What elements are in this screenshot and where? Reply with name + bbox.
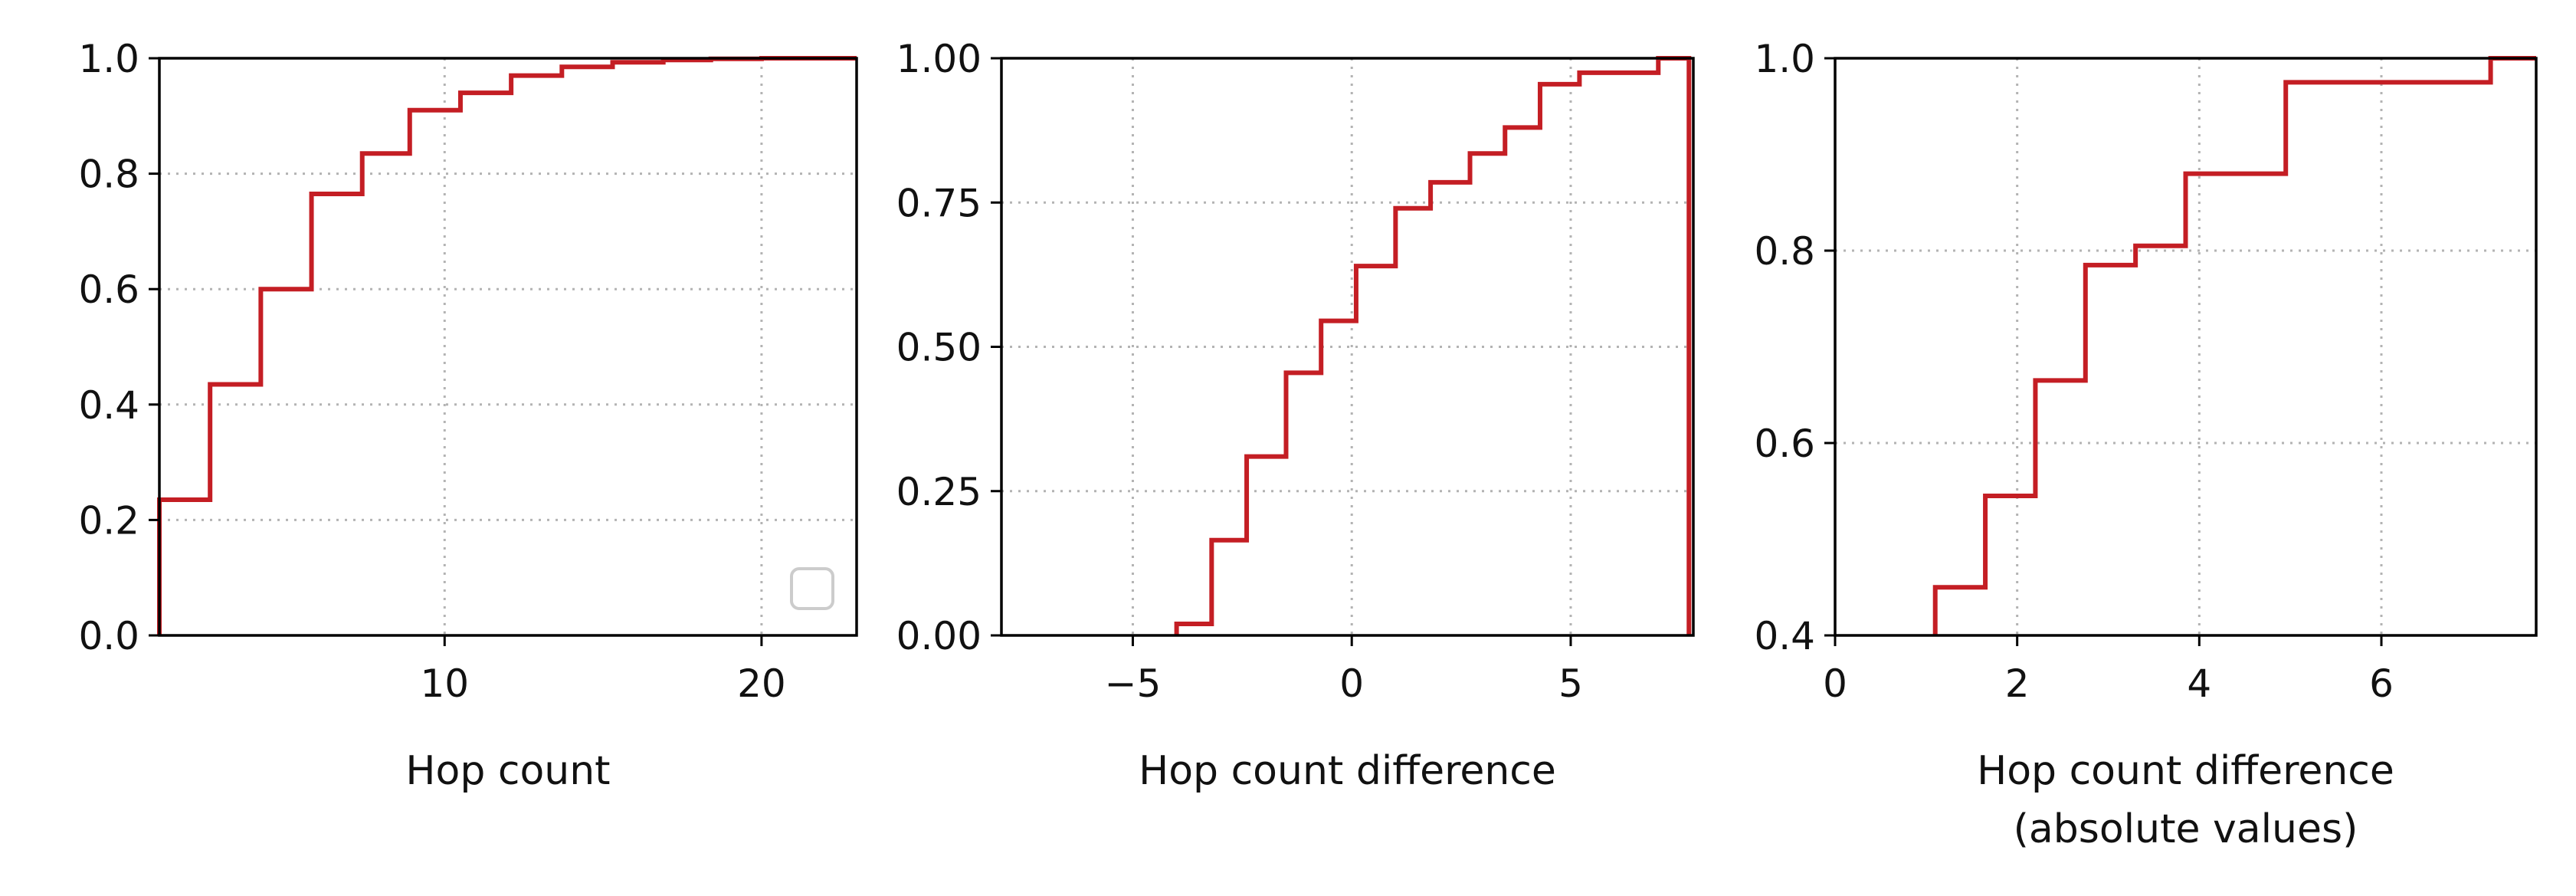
x-axis-label: Hop count difference [1977,748,2394,794]
x-tick-label: 0 [1339,661,1364,706]
y-tick-label: 0.4 [1754,614,1815,658]
y-tick-label: 0.2 [78,498,139,543]
y-tick-label: 0.6 [78,267,139,312]
chart-panel-3: 0 2 4 6 0.4 0.6 0.8 1.0 Hop count difference (abs… [1754,37,2538,852]
y-tick-label: 0.25 [896,470,982,514]
axes-frame [158,57,858,637]
y-tick-label: 0.00 [896,614,982,658]
chart-panel-2: −5 0 5 0.00 0.25 0.50 0.75 1.00 Hop count differ… [896,37,1695,794]
y-tick-label: 0.6 [1754,422,1815,466]
x-axis-label: (absolute values) [2014,806,2358,852]
axes-frame [1834,57,2538,637]
y-tick-label: 0.4 [78,383,139,428]
y-tick-label: 0.0 [78,614,139,658]
legend-box [790,567,834,610]
y-tick-label: 0.75 [896,181,982,225]
cdf-step-line [1174,56,1692,635]
x-tick-label: −5 [1105,661,1162,706]
y-tick-label: 1.0 [78,37,139,81]
x-tick-label: 4 [2187,661,2211,706]
x-tick-label: 2 [2005,661,2030,706]
y-tick-label: 1.0 [1754,37,1815,81]
x-axis-label: Hop count [405,748,610,794]
cdf-step-line [1932,56,2536,635]
x-tick-label: 6 [2369,661,2394,706]
y-tick-label: 0.8 [1754,229,1815,274]
cdf-step-line [157,56,857,635]
x-tick-label: 5 [1558,661,1583,706]
x-axis-label: Hop count difference [1139,748,1556,794]
y-tick-label: 0.8 [78,153,139,197]
y-tick-label: 0.50 [896,326,982,370]
x-tick-label: 20 [737,661,786,706]
x-tick-label: 10 [420,661,469,706]
x-tick-label: 0 [1823,661,1847,706]
y-tick-label: 1.00 [896,37,982,81]
chart-panel-1: 10 20 0.0 0.2 0.4 0.6 0.8 1.0 Hop count [78,37,858,794]
